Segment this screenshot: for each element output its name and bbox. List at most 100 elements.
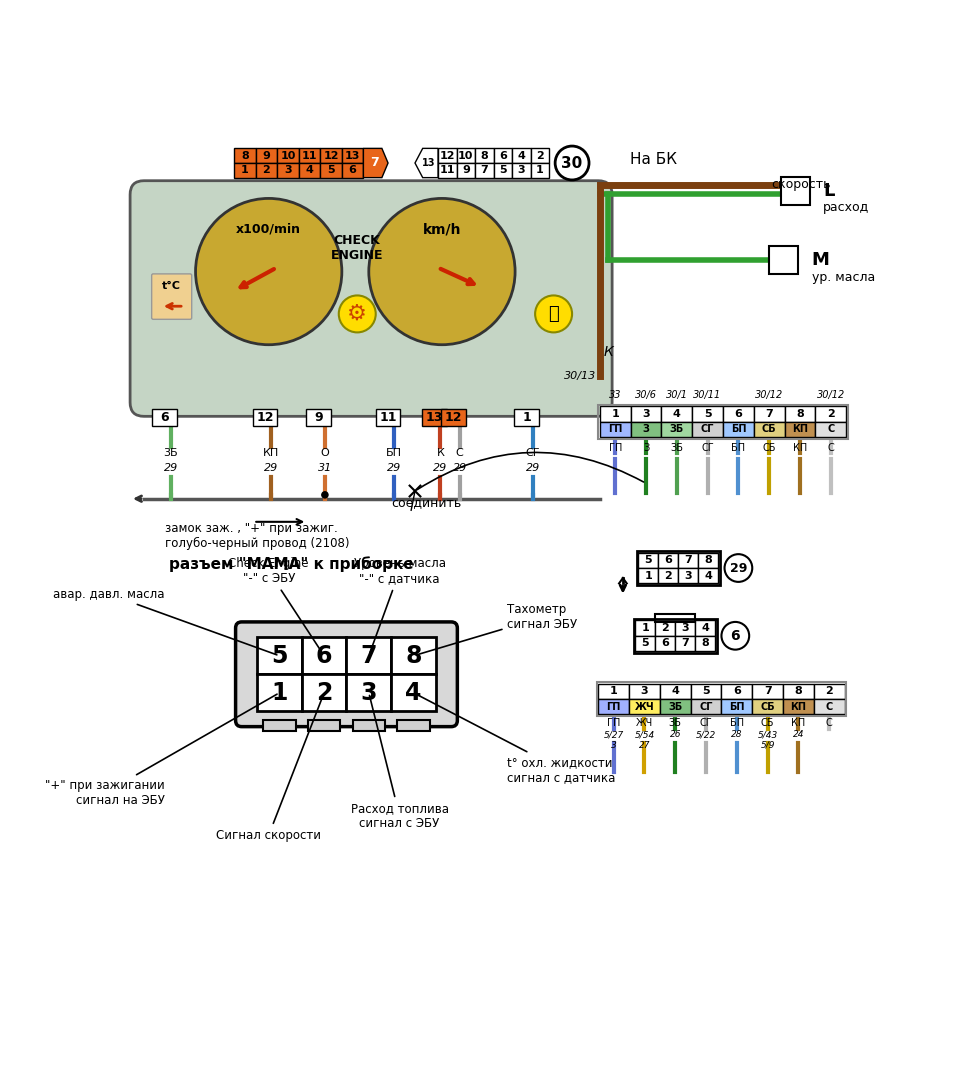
Text: 13: 13 <box>425 411 443 424</box>
FancyBboxPatch shape <box>690 683 722 699</box>
FancyBboxPatch shape <box>391 637 436 675</box>
Text: 1: 1 <box>644 570 652 581</box>
Text: 7: 7 <box>765 409 773 419</box>
FancyBboxPatch shape <box>656 614 695 622</box>
Text: 30/12: 30/12 <box>817 391 845 400</box>
Text: 3Б: 3Б <box>163 448 179 457</box>
Text: 1: 1 <box>272 681 288 705</box>
FancyBboxPatch shape <box>695 636 715 651</box>
FancyBboxPatch shape <box>457 162 475 178</box>
Text: 3: 3 <box>642 409 650 419</box>
FancyBboxPatch shape <box>306 409 331 426</box>
FancyBboxPatch shape <box>659 568 679 583</box>
Circle shape <box>722 622 749 650</box>
Text: 2: 2 <box>826 686 833 696</box>
FancyBboxPatch shape <box>780 176 810 204</box>
FancyBboxPatch shape <box>397 721 430 732</box>
FancyBboxPatch shape <box>235 622 457 726</box>
FancyBboxPatch shape <box>753 699 783 714</box>
FancyBboxPatch shape <box>299 162 321 178</box>
Text: 29: 29 <box>730 562 747 575</box>
Text: 12: 12 <box>324 151 339 160</box>
Text: 4: 4 <box>517 151 525 160</box>
FancyBboxPatch shape <box>698 568 718 583</box>
FancyBboxPatch shape <box>342 162 364 178</box>
Text: ЗБ: ЗБ <box>670 443 684 453</box>
Text: 30/6: 30/6 <box>635 391 657 400</box>
Text: 2: 2 <box>827 409 834 419</box>
Text: ГП: ГП <box>607 702 621 711</box>
Text: 10: 10 <box>280 151 296 160</box>
Text: 5: 5 <box>703 686 709 696</box>
FancyBboxPatch shape <box>722 699 753 714</box>
Text: ⚙: ⚙ <box>348 303 368 324</box>
FancyBboxPatch shape <box>475 162 493 178</box>
Text: 1: 1 <box>536 166 543 175</box>
Text: t° охл. жидкости
сигнал с датчика: t° охл. жидкости сигнал с датчика <box>416 694 615 783</box>
Text: 2: 2 <box>664 570 672 581</box>
Text: 6: 6 <box>661 638 669 649</box>
Text: 10: 10 <box>458 151 473 160</box>
Polygon shape <box>415 148 438 178</box>
Text: БП: БП <box>386 448 402 457</box>
Text: КП: КП <box>793 443 807 453</box>
FancyBboxPatch shape <box>698 553 718 568</box>
Text: авар. давл. масла: авар. давл. масла <box>53 587 276 655</box>
Text: 6: 6 <box>731 628 740 642</box>
FancyBboxPatch shape <box>815 422 846 437</box>
Text: 30/12: 30/12 <box>756 391 783 400</box>
Text: 7: 7 <box>764 686 772 696</box>
FancyBboxPatch shape <box>690 699 722 714</box>
Text: 3: 3 <box>684 570 692 581</box>
Text: 9: 9 <box>462 166 469 175</box>
Text: 30: 30 <box>562 156 583 170</box>
Text: СГ: СГ <box>701 424 714 435</box>
Text: 2: 2 <box>536 151 543 160</box>
FancyBboxPatch shape <box>277 148 299 162</box>
Text: 8: 8 <box>705 555 712 565</box>
FancyBboxPatch shape <box>815 407 846 422</box>
FancyBboxPatch shape <box>661 407 692 422</box>
Text: 11: 11 <box>440 166 455 175</box>
Text: ЖЧ: ЖЧ <box>636 718 653 728</box>
Text: x100/min: x100/min <box>236 223 301 236</box>
Text: 29: 29 <box>264 463 278 473</box>
FancyBboxPatch shape <box>656 636 675 651</box>
Text: 5: 5 <box>327 166 335 175</box>
FancyBboxPatch shape <box>769 246 799 274</box>
Text: ур. масла: ур. масла <box>811 271 875 284</box>
Text: 2: 2 <box>661 623 669 633</box>
FancyBboxPatch shape <box>308 721 340 732</box>
Text: t°C: t°C <box>162 281 181 292</box>
FancyBboxPatch shape <box>783 699 814 714</box>
Text: СГ: СГ <box>525 448 540 457</box>
FancyBboxPatch shape <box>783 683 814 699</box>
Text: 33: 33 <box>609 391 621 400</box>
Text: 30/13: 30/13 <box>564 370 596 381</box>
Text: С: С <box>826 702 833 711</box>
Text: 1: 1 <box>241 166 249 175</box>
FancyBboxPatch shape <box>391 675 436 711</box>
FancyBboxPatch shape <box>255 162 277 178</box>
FancyBboxPatch shape <box>692 407 723 422</box>
FancyBboxPatch shape <box>660 699 690 714</box>
Text: 29: 29 <box>387 463 401 473</box>
FancyBboxPatch shape <box>301 675 347 711</box>
Text: О: О <box>321 448 329 457</box>
Text: С: С <box>828 443 834 453</box>
FancyBboxPatch shape <box>422 409 446 426</box>
FancyBboxPatch shape <box>754 407 784 422</box>
Text: 6: 6 <box>734 409 742 419</box>
Text: КП: КП <box>792 424 808 435</box>
FancyBboxPatch shape <box>375 409 400 426</box>
Text: С: С <box>826 718 832 728</box>
Text: З: З <box>642 424 649 435</box>
FancyBboxPatch shape <box>679 553 698 568</box>
FancyBboxPatch shape <box>661 422 692 437</box>
FancyBboxPatch shape <box>598 683 629 699</box>
FancyBboxPatch shape <box>531 148 549 162</box>
Text: 2: 2 <box>316 681 332 705</box>
Text: 3: 3 <box>284 166 292 175</box>
FancyBboxPatch shape <box>131 181 612 416</box>
Text: СГ: СГ <box>701 443 714 453</box>
